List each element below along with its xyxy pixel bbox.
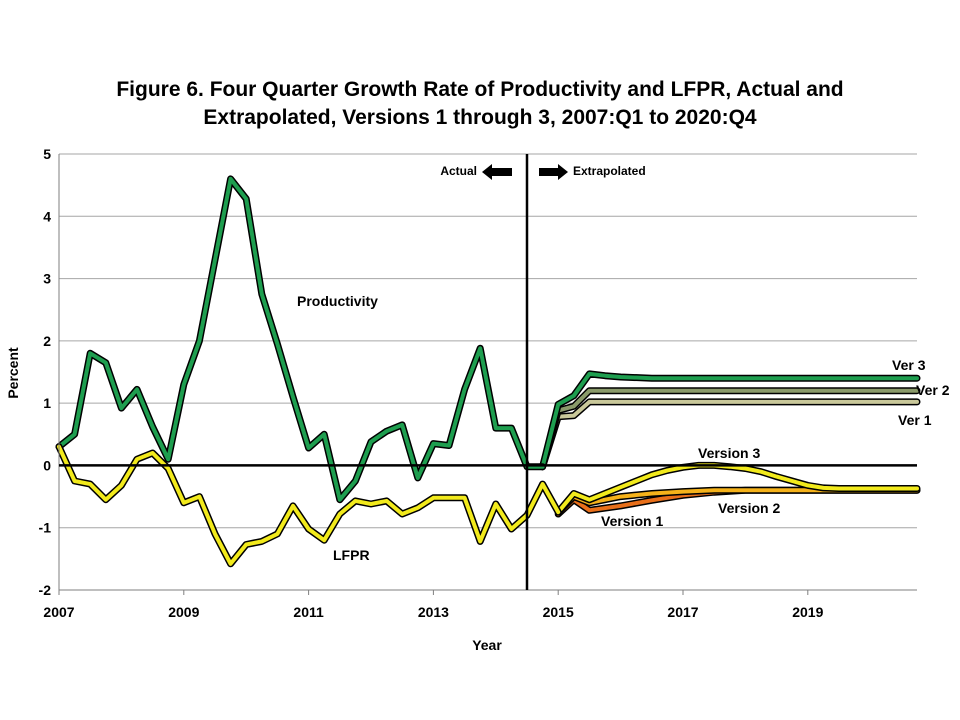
series-line-ver2_prod <box>540 388 919 469</box>
series-line-ver3_prod <box>540 371 919 469</box>
series-line-ver3_lfpr <box>556 463 919 515</box>
series-ver3_lfpr <box>554 461 921 516</box>
series-outline-productivity <box>55 175 547 504</box>
ver2-short-label: Ver 2 <box>916 382 950 398</box>
series-line-ver1_prod <box>540 399 919 469</box>
series-lfpr <box>55 443 562 568</box>
version2-label: Version 2 <box>718 500 780 516</box>
y-tick-label: 0 <box>43 457 51 473</box>
extrapolated-label: Extrapolated <box>573 164 646 178</box>
y-tick-label: 1 <box>43 395 51 411</box>
ver3-short-label: Ver 3 <box>892 357 926 373</box>
y-tick-label: 2 <box>43 333 51 349</box>
x-tick-label: 2009 <box>168 604 199 620</box>
x-tick-label: 2015 <box>543 604 574 620</box>
x-tick-label: 2019 <box>792 604 823 620</box>
series-line-productivity <box>57 176 545 502</box>
y-axis-label: Percent <box>5 347 21 399</box>
series-productivity <box>55 175 547 504</box>
y-tick-label: 4 <box>43 208 51 224</box>
arrow-right-icon <box>539 164 568 180</box>
series-line-lfpr <box>57 444 561 566</box>
axes: -2 -1 0 1 2 3 4 5 2007 2009 2011 2013 2015 2017 2019 <box>39 146 917 620</box>
x-tick-label: 2011 <box>293 604 324 620</box>
ver1-short-label: Ver 1 <box>898 412 932 428</box>
actual-label: Actual <box>440 164 477 178</box>
series-ver3_prod <box>539 370 921 471</box>
series-ver1_prod <box>539 398 921 471</box>
x-tick-label: 2017 <box>667 604 698 620</box>
series-group <box>55 175 921 568</box>
y-tick-label: -2 <box>39 582 52 598</box>
chart-title-line1: Figure 6. Four Quarter Growth Rate of Pr… <box>116 78 844 101</box>
chart-title-line2: Extrapolated, Versions 1 through 3, 2007… <box>203 106 757 129</box>
version1-label: Version 1 <box>601 513 663 529</box>
series-ver2_prod <box>539 387 921 471</box>
y-tick-label: -1 <box>39 520 52 536</box>
lfpr-label: LFPR <box>333 547 370 563</box>
arrow-left-icon <box>482 164 512 180</box>
x-tick-label: 2013 <box>418 604 449 620</box>
chart-title: Figure 6. Four Quarter Growth Rate of Pr… <box>60 76 900 132</box>
productivity-label: Productivity <box>297 293 378 309</box>
version3-label: Version 3 <box>698 445 760 461</box>
x-axis-label: Year <box>472 637 502 653</box>
x-tick-label: 2007 <box>43 604 74 620</box>
y-tick-label: 5 <box>43 146 51 162</box>
y-tick-label: 3 <box>43 271 51 287</box>
